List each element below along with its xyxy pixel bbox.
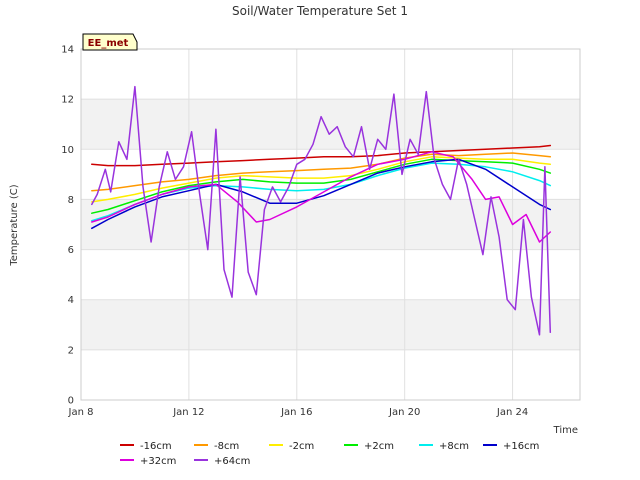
legend-item-+32cm: +32cm: [120, 456, 176, 467]
series-line-+64cm: [91, 85, 552, 336]
series-line--2cm: [91, 156, 552, 203]
legend-item-+2cm: +2cm: [344, 441, 394, 452]
plot-bands: [81, 49, 580, 400]
site-badge: EE_met: [82, 33, 138, 51]
y-tick-label: 0: [68, 396, 74, 407]
plot-band: [81, 299, 580, 350]
series-line-+2cm: [91, 158, 552, 214]
legend-label: +8cm: [439, 441, 469, 452]
x-tick-label: Jan 8: [68, 407, 94, 418]
series-line--8cm: [91, 152, 552, 192]
chart-title: Soil/Water Temperature Set 1: [232, 4, 408, 18]
legend-label: +32cm: [140, 456, 176, 467]
legend-label: +16cm: [503, 441, 539, 452]
x-tick-label: Jan 20: [388, 407, 420, 418]
x-axis-ticks: Jan 8 Jan 12 Jan 16 Jan 20 Jan 24: [68, 407, 529, 418]
legend-item--8cm: -8cm: [194, 441, 239, 452]
x-axis-title: Time: [553, 425, 578, 436]
series-line-+32cm: [91, 151, 552, 243]
y-tick-label: 12: [61, 95, 74, 106]
legend-item--2cm: -2cm: [269, 441, 314, 452]
legend-label: -8cm: [214, 441, 239, 452]
y-tick-label: 2: [68, 345, 74, 356]
legend-item-+8cm: +8cm: [419, 441, 469, 452]
y-tick-label: 4: [68, 295, 74, 306]
legend: -16cm -8cm -2cm +2cm +8cm +16cm +32cm +64cm: [120, 441, 539, 467]
y-tick-label: 14: [61, 45, 74, 56]
plot-frame: [80, 48, 581, 401]
x-tick-label: Jan 16: [280, 407, 312, 418]
y-tick-label: 6: [68, 245, 74, 256]
series-line-+16cm: [91, 158, 552, 230]
legend-label: +64cm: [214, 456, 250, 467]
legend-item--16cm: -16cm: [120, 441, 172, 452]
x-tick-label: Jan 24: [496, 407, 528, 418]
site-badge-label: EE_met: [88, 38, 129, 49]
x-tick-label: Jan 12: [172, 407, 204, 418]
plot-band: [81, 49, 580, 100]
legend-item-+64cm: +64cm: [194, 456, 250, 467]
legend-item-+16cm: +16cm: [483, 441, 539, 452]
y-tick-label: 8: [68, 195, 74, 206]
plot-band: [81, 249, 580, 300]
legend-label: -16cm: [140, 441, 172, 452]
plot-band: [81, 99, 580, 150]
legend-label: -2cm: [289, 441, 314, 452]
series-lines: [91, 85, 552, 336]
y-axis-ticks: 0 2 4 6 8 10 12 14: [61, 45, 74, 407]
legend-label: +2cm: [364, 441, 394, 452]
plot-band: [81, 349, 580, 400]
site-badge-background: [82, 33, 138, 51]
y-tick-label: 10: [61, 145, 74, 156]
series-line--16cm: [91, 144, 552, 167]
y-axis-title: Temperature (C): [9, 184, 20, 266]
